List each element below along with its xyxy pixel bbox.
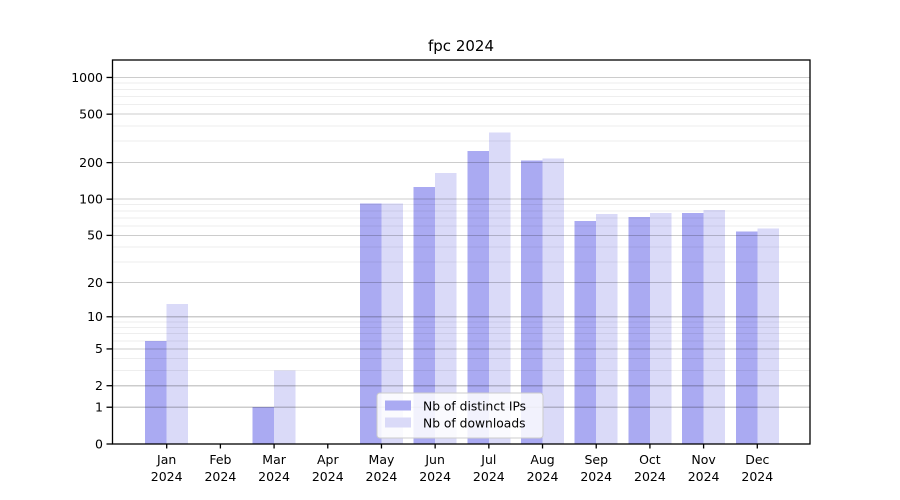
x-tick-label-month: Jun: [424, 452, 445, 467]
x-tick-label-year: 2024: [527, 469, 559, 484]
bar-distinct-ips-aug: [521, 160, 543, 445]
bar-distinct-ips-jul: [467, 150, 489, 444]
bar-downloads-may: [381, 203, 403, 444]
x-tick-label-month: Oct: [639, 452, 661, 467]
bar-downloads-oct: [649, 212, 672, 444]
bar-distinct-ips-mar: [252, 407, 275, 444]
y-tick-label: 50: [87, 228, 103, 243]
bar-distinct-ips-jan: [145, 340, 167, 444]
y-tick-label: 10: [87, 309, 103, 324]
legend-label-distinct-ips: Nb of distinct IPs: [423, 400, 526, 414]
y-tick-label: 5: [95, 341, 103, 356]
x-tick-label-month: Aug: [530, 452, 554, 467]
y-tick-label: 1000: [71, 70, 103, 85]
bar-distinct-ips-jun: [413, 186, 436, 444]
x-tick-label-year: 2024: [312, 469, 344, 484]
x-tick-label-month: Sep: [584, 452, 608, 467]
bar-downloads-sep: [596, 214, 618, 444]
y-tick-label: 20: [87, 275, 103, 290]
bar-downloads-jul: [488, 132, 511, 444]
bar-downloads-mar: [274, 370, 296, 444]
y-tick-label: 0: [95, 436, 103, 451]
bar-distinct-ips-may: [359, 203, 382, 444]
bar-distinct-ips-dec: [735, 231, 758, 444]
bar-distinct-ips-sep: [574, 220, 597, 444]
bar-distinct-ips-oct: [628, 217, 650, 444]
x-tick-label-month: Jul: [480, 452, 496, 467]
bars-layer: [145, 132, 779, 445]
legend-swatch-downloads: [385, 417, 411, 428]
x-tick-label-year: 2024: [473, 469, 505, 484]
x-tick-label-year: 2024: [366, 469, 398, 484]
x-tick-label-month: Feb: [209, 452, 231, 467]
axes-layer: [106, 59, 811, 449]
y-tick-label: 200: [79, 155, 103, 170]
legend-box: [376, 392, 544, 439]
bar-downloads-nov: [703, 210, 726, 444]
x-tick-label-month: Dec: [745, 452, 769, 467]
bar-distinct-ips-nov: [682, 212, 704, 444]
y-tick-label: 1: [95, 400, 103, 415]
legend-swatch-distinct-ips: [385, 400, 411, 411]
x-tick-label-month: May: [369, 452, 395, 467]
bar-downloads-aug: [542, 158, 565, 445]
x-tick-label-month: Mar: [262, 452, 286, 467]
legend: Nb of distinct IPs Nb of downloads: [376, 392, 544, 439]
x-tick-label-year: 2024: [580, 469, 612, 484]
x-tick-label-year: 2024: [419, 469, 451, 484]
x-tick-label-year: 2024: [688, 469, 720, 484]
bar-downloads-jun: [435, 173, 457, 444]
x-tick-label-month: Jan: [156, 452, 176, 467]
x-tick-label-month: Apr: [317, 452, 339, 467]
y-tick-label: 100: [79, 191, 103, 206]
y-tick-label: 500: [79, 106, 103, 121]
x-tick-label-month: Nov: [691, 452, 716, 467]
plot-border: [111, 59, 811, 445]
x-tick-label-year: 2024: [258, 469, 290, 484]
chart-title: fpc 2024: [428, 37, 494, 55]
bar-downloads-dec: [757, 228, 779, 444]
x-tick-label-year: 2024: [634, 469, 666, 484]
x-tick-label-year: 2024: [204, 469, 236, 484]
bar-downloads-jan: [166, 303, 189, 444]
legend-label-downloads: Nb of downloads: [423, 417, 526, 431]
x-tick-label-year: 2024: [151, 469, 183, 484]
x-tick-label-year: 2024: [741, 469, 773, 484]
y-tick-label: 2: [95, 378, 103, 393]
grid-layer: [112, 76, 810, 408]
labels-layer: 0 1 2 5 10 20 50 100 200 500 1000 Jan 2024 Feb 2024 Mar…: [71, 70, 773, 484]
